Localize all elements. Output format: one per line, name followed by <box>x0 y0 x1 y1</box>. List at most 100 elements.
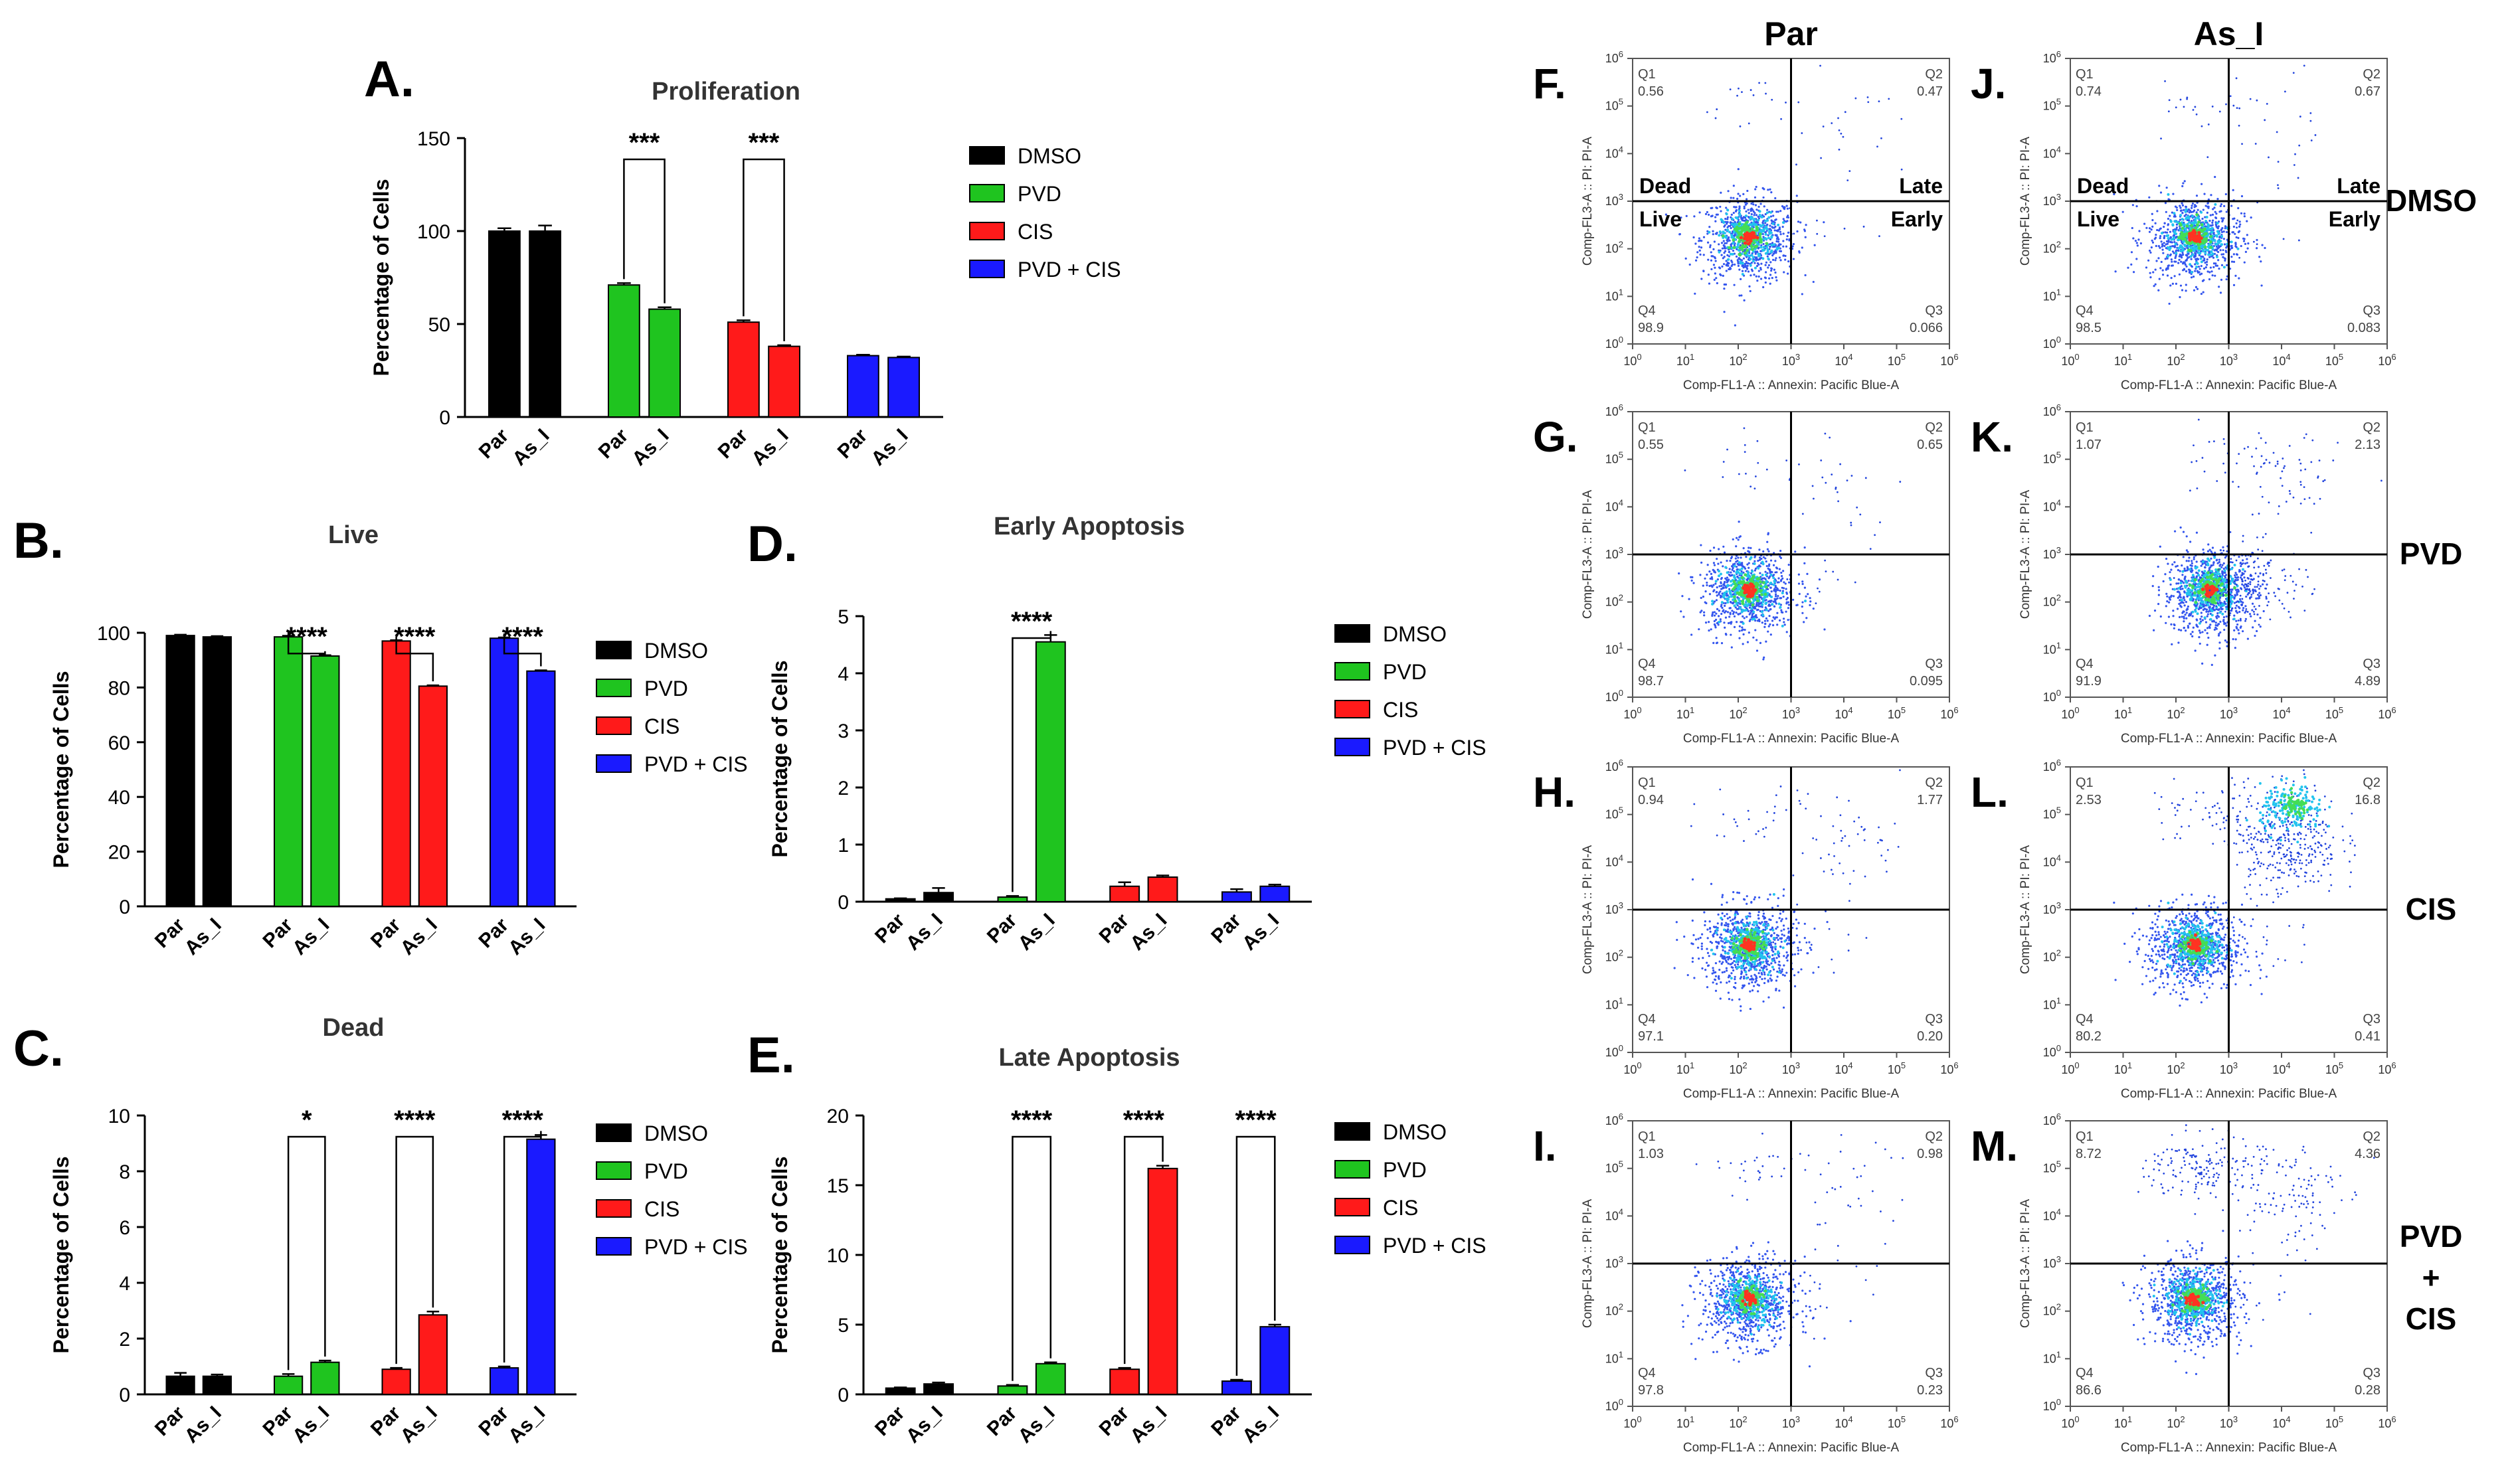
event-dot <box>2189 564 2192 566</box>
bar-pvd-par <box>997 1385 1028 1395</box>
event-dot <box>2201 241 2205 245</box>
x-decade-label: 100 <box>1623 352 1641 368</box>
event-dot <box>1805 595 1807 598</box>
event-dot <box>1772 214 1775 217</box>
event-dot <box>1761 621 1763 624</box>
event-dot <box>1747 208 1750 211</box>
event-dot <box>1758 235 1762 239</box>
event-dot <box>1759 580 1762 584</box>
significance-bracket: **** <box>286 622 327 655</box>
event-dot <box>1713 240 1716 243</box>
event-dot <box>1731 568 1734 571</box>
event-dot <box>1692 582 1695 584</box>
flow-plot-j: Q10.74Q20.67Q30.083Q498.5DeadLiveLateEar… <box>2019 49 2396 392</box>
event-dot <box>1838 129 1841 131</box>
event-dot <box>1745 260 1748 264</box>
event-dot <box>1702 236 1706 238</box>
event-dot <box>1753 569 1756 572</box>
event-dot <box>2175 206 2178 209</box>
event-dot <box>1722 476 1724 478</box>
event-dot <box>1730 622 1732 625</box>
panel-label: C. <box>13 1021 64 1077</box>
event-dot <box>1733 615 1736 618</box>
quadrant-id: Q1 <box>1638 420 1656 435</box>
event-dot <box>1755 225 1759 229</box>
event-dot <box>2201 217 2204 220</box>
event-dot <box>1732 602 1734 605</box>
event-dot <box>2183 238 2187 241</box>
legend-label: PVD + CIS <box>644 752 748 776</box>
event-dot <box>2235 604 2238 607</box>
event-dot <box>2149 251 2152 254</box>
event-dot <box>2193 249 2196 252</box>
event-dot <box>1785 591 1788 594</box>
event-dot <box>2204 239 2208 243</box>
event-dot <box>1773 605 1775 608</box>
event-dot <box>1771 624 1775 627</box>
event-dot <box>2179 214 2183 217</box>
event-dot <box>1690 579 1693 582</box>
event-dot <box>1767 189 1769 191</box>
y-tick-label: 6 <box>119 1217 130 1239</box>
event-dot <box>1712 264 1716 266</box>
event-dot <box>2232 284 2236 286</box>
event-dot <box>1740 610 1744 614</box>
x-tick-label: As_I <box>902 1402 947 1447</box>
row-label: PVD + CIS <box>2400 1219 2463 1336</box>
event-dot <box>1766 548 1769 550</box>
event-dot <box>2165 210 2167 213</box>
event-dot <box>2238 220 2241 223</box>
event-dot <box>2159 237 2161 240</box>
event-dot <box>1769 596 1773 599</box>
event-dot <box>2186 241 2189 245</box>
exponent: 1 <box>1690 705 1694 715</box>
event-dot <box>2163 222 2166 224</box>
event-dot <box>2201 230 2204 234</box>
event-dot <box>2221 608 2224 610</box>
event-dot <box>2208 606 2211 608</box>
event-dot <box>1760 244 1763 247</box>
event-dot <box>2181 616 2183 618</box>
event-dot <box>2200 292 2203 295</box>
event-dot <box>1782 232 1785 235</box>
event-dot <box>2158 185 2161 187</box>
event-dot <box>2220 243 2224 246</box>
row-label: CIS <box>2406 892 2457 926</box>
bar-pvd-cis-as-i <box>1259 1326 1291 1396</box>
event-dot <box>1699 611 1702 614</box>
event-dot <box>1741 219 1744 222</box>
event-dot <box>1818 590 1821 593</box>
event-dot <box>1753 266 1757 270</box>
event-dot <box>2200 564 2202 567</box>
event-dot <box>1738 233 1742 236</box>
event-dot <box>2207 610 2210 613</box>
y-tick-label: 100 <box>97 623 130 645</box>
event-dot <box>2148 249 2151 252</box>
significance-bracket: **** <box>1011 607 1053 892</box>
event-dot <box>2206 156 2209 159</box>
event-dot <box>1775 229 1778 232</box>
event-dot <box>2310 139 2313 141</box>
event-dot <box>2234 576 2237 579</box>
legend-label: CIS <box>644 714 679 738</box>
event-dot <box>2184 227 2187 230</box>
event-dot <box>1684 469 1686 471</box>
event-dot <box>1735 225 1739 229</box>
event-dot <box>2189 540 2192 543</box>
event-dot <box>2131 204 2134 206</box>
event-dot <box>2220 234 2224 238</box>
event-dot <box>1779 259 1782 262</box>
row-label-text: CIS <box>2406 892 2457 926</box>
event-dot <box>1770 236 1773 239</box>
event-dot <box>1728 607 1731 610</box>
event-dot <box>1734 222 1737 226</box>
event-dot <box>1744 203 1747 206</box>
event-dot <box>2176 590 2179 593</box>
event-dot <box>1778 228 1781 230</box>
event-dot <box>1744 216 1747 219</box>
event-dot <box>2184 248 2187 250</box>
legend-swatch <box>969 222 1005 240</box>
event-dot <box>2186 569 2189 572</box>
legend-swatch <box>596 716 632 735</box>
event-dot <box>1763 577 1766 580</box>
